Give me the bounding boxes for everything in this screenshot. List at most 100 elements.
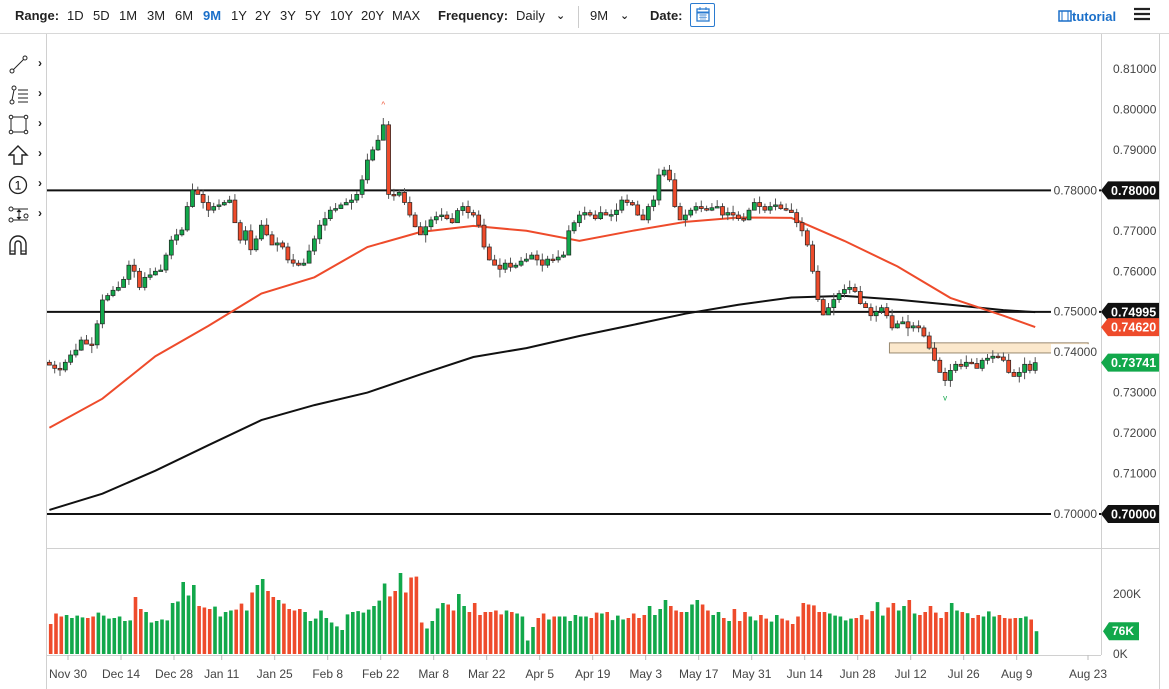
price-badge: [1101, 302, 1159, 321]
candle-body: [179, 229, 185, 236]
frequency-select[interactable]: Daily: [516, 8, 545, 23]
range-1m[interactable]: 1M: [119, 8, 138, 23]
candle-body: [296, 262, 301, 266]
volume-bar: [653, 615, 657, 654]
candle: [301, 258, 307, 267]
candle-body: [471, 212, 476, 216]
candle-body: [439, 214, 444, 217]
range-3m[interactable]: 3M: [147, 8, 166, 23]
range-9m[interactable]: 9M: [203, 8, 222, 23]
volume-bar: [817, 612, 821, 654]
candle-body: [794, 212, 800, 224]
candle: [1027, 360, 1033, 374]
candle-body: [942, 372, 948, 381]
candle: [1016, 367, 1022, 383]
calendar-button[interactable]: [690, 3, 715, 27]
y-tick-label: 0.81000: [1113, 62, 1157, 76]
candle-body: [126, 264, 132, 280]
candle: [608, 209, 614, 222]
range-1y[interactable]: 1Y: [231, 8, 247, 23]
tutorial-link[interactable]: tutorial: [1058, 9, 1116, 24]
range-1d[interactable]: 1D: [67, 8, 84, 23]
volume-bar: [838, 616, 843, 654]
volume-tick-label: 200K: [1113, 587, 1141, 601]
range-5y[interactable]: 5Y: [305, 8, 321, 23]
volume-bar: [430, 621, 435, 654]
candle: [873, 305, 879, 322]
candle-body: [1032, 362, 1038, 371]
x-tick-label: Feb 8: [312, 667, 343, 681]
price-badge-label: 0.70000: [1111, 507, 1156, 521]
volume-bar: [70, 618, 74, 654]
rectangle-tool-button[interactable]: ›: [8, 114, 44, 136]
measure-tool-button[interactable]: ›: [8, 204, 44, 226]
x-tick-label: May 17: [679, 667, 719, 681]
candle-body: [301, 262, 307, 266]
candle-body: [290, 259, 296, 264]
candle-body: [137, 270, 142, 288]
volume-bar: [881, 615, 885, 654]
candle-body: [163, 254, 169, 271]
chevron-down-icon[interactable]: ⌄: [556, 10, 566, 22]
candle: [863, 301, 868, 309]
magnet-tool-button[interactable]: [8, 234, 44, 256]
drawing-tools-sidebar: › › › › 1 › ›: [0, 34, 47, 689]
candle: [402, 188, 407, 206]
range-2y[interactable]: 2Y: [255, 8, 271, 23]
volume-bar: [388, 596, 392, 654]
volume-bar: [796, 616, 800, 654]
volume-bar: [690, 604, 694, 654]
candle: [672, 172, 678, 208]
volume-bar: [340, 630, 344, 654]
fib-tool-button[interactable]: ›: [8, 84, 44, 106]
candle: [375, 135, 381, 151]
volume-bar: [1018, 618, 1023, 654]
range-10y[interactable]: 10Y: [330, 8, 354, 23]
candle-body: [460, 206, 466, 211]
range-5d[interactable]: 5D: [93, 8, 110, 23]
candle-body: [640, 214, 646, 221]
volume-bar: [870, 611, 874, 654]
candle: [587, 209, 593, 217]
volume-bar: [218, 616, 223, 654]
range-20y[interactable]: 20Y: [361, 8, 385, 23]
candle: [174, 228, 179, 245]
price-badge: [1101, 504, 1159, 523]
menu-button[interactable]: [1134, 7, 1150, 24]
x-tick-label: Jul 26: [948, 667, 980, 681]
frequency-label: Frequency:: [438, 8, 509, 23]
candle-body: [889, 315, 895, 329]
range-3y[interactable]: 3Y: [280, 8, 296, 23]
candle-body: [190, 189, 195, 207]
range-max[interactable]: MAX: [392, 8, 421, 23]
candle-body: [391, 194, 397, 197]
chevron-right-icon: ›: [38, 206, 42, 220]
arrow-tool-button[interactable]: ›: [8, 144, 44, 166]
period-select[interactable]: 9M: [590, 8, 609, 23]
candle: [985, 354, 990, 365]
candle-body: [338, 204, 344, 209]
range-6m[interactable]: 6M: [175, 8, 194, 23]
candle-body: [672, 179, 678, 207]
candle: [391, 188, 397, 201]
candle-body: [57, 367, 63, 371]
candle: [195, 186, 201, 195]
chevron-down-icon[interactable]: ⌄: [620, 10, 630, 22]
chevron-right-icon: ›: [38, 86, 42, 100]
candle-body: [550, 258, 556, 261]
candle: [804, 228, 810, 247]
candle-body: [799, 222, 805, 232]
candle-body: [524, 258, 529, 262]
volume-badge-label: 76K: [1112, 624, 1134, 638]
line-tool-button[interactable]: ›: [8, 54, 44, 76]
candle: [916, 320, 921, 333]
volume-bar: [722, 618, 726, 654]
volume-bar: [997, 615, 1002, 654]
candle: [640, 209, 646, 221]
candle: [529, 252, 535, 260]
volume-bar: [849, 618, 853, 654]
candle: [635, 200, 641, 216]
number-marker-tool-button[interactable]: 1 ›: [8, 174, 44, 196]
candle-body: [948, 370, 953, 381]
